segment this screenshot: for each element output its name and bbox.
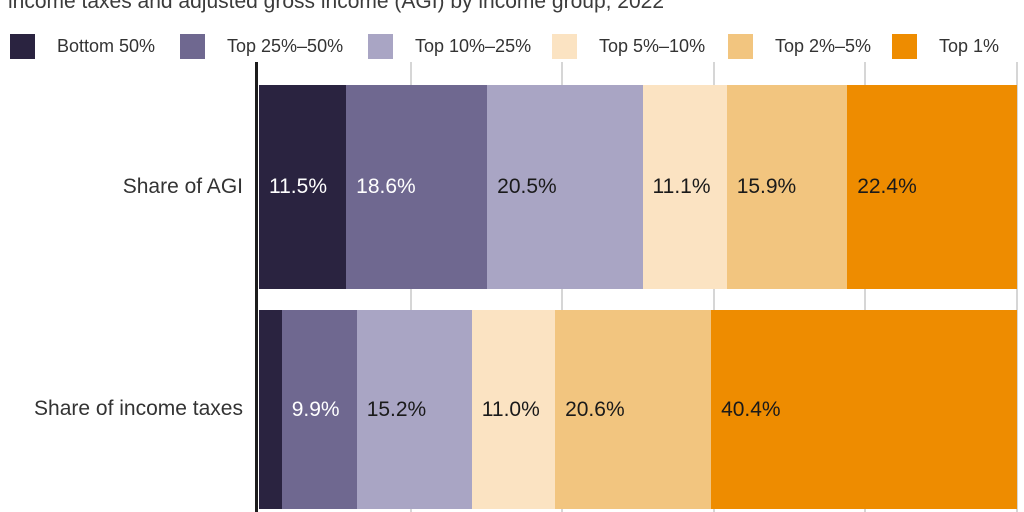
row-label-share-of-agi: Share of AGI <box>122 175 243 198</box>
legend-item-label: Top 5%–10% <box>599 35 706 56</box>
bar-share-of-income-taxes: 9.9% 15.2% 11.0% 20.6% 40.4% <box>259 310 1017 509</box>
legend-swatch-icon <box>180 33 205 59</box>
bar-segment-top-2-5-: 15.9% <box>726 85 848 289</box>
bar-segment-top-5-10-: 11.0% <box>471 310 556 509</box>
legend-item-6: Top 1% <box>892 33 999 59</box>
legend-item-2: Top 25%–50% <box>180 33 343 59</box>
legend-swatch-icon <box>552 33 577 59</box>
legend-item-3: Top 10%–25% <box>368 33 531 59</box>
bar-segment-top-10-25-: 15.2% <box>356 310 472 509</box>
legend-swatch-icon <box>892 33 917 59</box>
legend-item-label: Top 25%–50% <box>227 35 344 56</box>
legend: Bottom 50% Top 25%–50% Top 10%–25% Top 5%–1… <box>0 33 1024 59</box>
legend-swatch-icon <box>728 33 753 59</box>
bar-segment-top-2-5-: 20.6% <box>555 310 712 509</box>
bar-share-of-agi: 11.5% 18.6% 20.5% 11.1% 15.9% 22.4% <box>259 85 1017 289</box>
legend-item-1: Bottom 50% <box>10 33 155 59</box>
bar-segment-top-10-25-: 20.5% <box>487 85 643 289</box>
row-label-share-of-income-taxes: Share of income taxes <box>34 397 243 420</box>
bar-segment-value-label: 15.9% <box>736 175 797 198</box>
bar-segment-value-label: 22.4% <box>857 175 917 198</box>
bar-segment-top-25-50-: 9.9% <box>281 310 357 509</box>
bar-segment-top-5-10-: 11.1% <box>642 85 727 289</box>
bar-segment-top-1-: 40.4% <box>711 310 1017 509</box>
bar-segment-value-label: 15.2% <box>366 397 427 421</box>
legend-swatch-icon <box>10 33 35 59</box>
bar-segment-top-25-50-: 18.6% <box>346 85 488 289</box>
chart-title: income taxes and adjusted gross income (… <box>8 0 665 13</box>
gridline-100pct <box>1016 62 1018 512</box>
bar-segment-value-label: 18.6% <box>356 175 416 198</box>
bar-segment-bottom-50-: 11.5% <box>259 85 347 289</box>
bar-segment-top-1-: 22.4% <box>847 85 1017 289</box>
legend-item-4: Top 5%–10% <box>552 33 705 59</box>
bar-segment-value-label: 9.9% <box>291 397 340 421</box>
bar-segment-value-label: 11.5% <box>269 175 327 198</box>
legend-item-label: Top 1% <box>939 35 1000 56</box>
y-axis-line <box>255 62 258 512</box>
legend-item-label: Top 10%–25% <box>415 35 532 56</box>
legend-item-label: Bottom 50% <box>57 35 156 56</box>
bar-segment-value-label: 11.0% <box>481 397 540 421</box>
legend-swatch-icon <box>368 33 393 59</box>
bar-segment-value-label: 40.4% <box>721 397 781 421</box>
bar-segment-bottom-50- <box>259 310 282 509</box>
bar-segment-value-label: 20.5% <box>497 175 557 198</box>
legend-item-label: Top 2%–5% <box>775 35 872 56</box>
legend-item-5: Top 2%–5% <box>728 33 871 59</box>
bar-segment-value-label: 20.6% <box>565 397 625 421</box>
bar-segment-value-label: 11.1% <box>652 175 711 198</box>
